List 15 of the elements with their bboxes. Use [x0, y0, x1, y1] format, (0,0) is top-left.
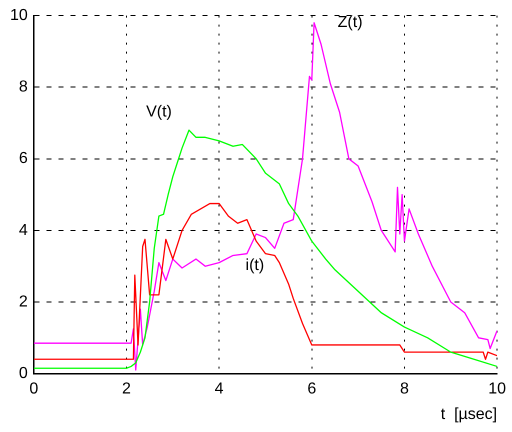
y-tick-label: 6	[18, 150, 28, 168]
series-label: Z(t)	[338, 14, 363, 32]
y-tick-label: 4	[18, 222, 28, 239]
x-tick-label: 2	[122, 380, 132, 398]
x-tick-label: 8	[400, 380, 409, 398]
y-tick-label: 10	[10, 7, 28, 24]
x-tick-label: 10	[488, 380, 506, 398]
x-tick-label: 6	[307, 380, 316, 398]
series-label: i(t)	[246, 256, 264, 274]
y-tick-label: 0	[18, 365, 28, 382]
y-tick-label: 2	[18, 293, 28, 310]
y-tick-label: 8	[18, 78, 28, 96]
x-tick-label: 4	[214, 380, 224, 398]
x-axis-title: t [µsec]	[440, 406, 498, 423]
series-label: V(t)	[146, 104, 172, 121]
